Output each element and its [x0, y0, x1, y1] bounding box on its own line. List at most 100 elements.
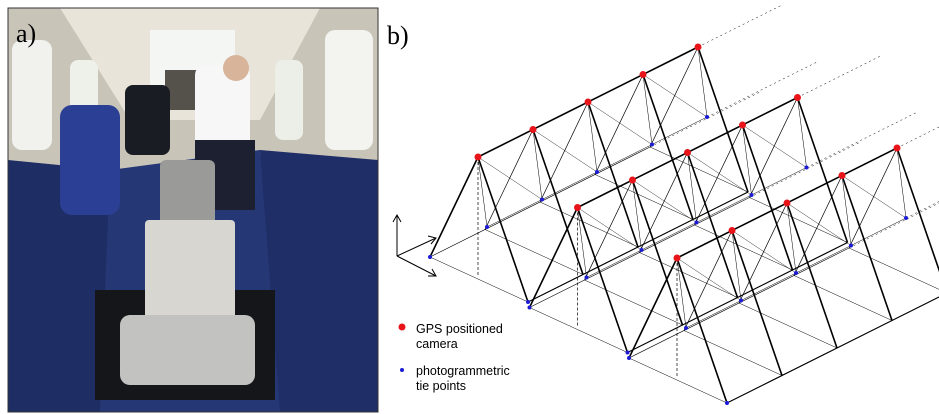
ground-cross-line [430, 257, 528, 302]
ray-line [787, 203, 796, 273]
camera-position [530, 126, 537, 133]
camera-lens [160, 160, 215, 230]
ground-cross-line [485, 230, 583, 275]
window [12, 40, 52, 150]
figure: a) b) GPS positioned camera photogrammet… [0, 0, 939, 414]
ray-line [478, 157, 542, 200]
panel-label: b) [387, 21, 409, 50]
camera-position [640, 71, 647, 78]
tie-point [640, 248, 644, 252]
ridge-extension [698, 6, 781, 47]
legend-label: camera [416, 337, 458, 351]
ground-extension [807, 113, 917, 168]
tie-point [485, 225, 489, 229]
camera-position [839, 172, 846, 179]
legend-label: GPS positioned [416, 322, 503, 336]
ray-line [643, 75, 707, 118]
ray-line [842, 176, 906, 219]
triangle-edge [794, 176, 842, 276]
tie-point [585, 276, 589, 280]
tie-point [595, 170, 599, 174]
ground-cross-line [585, 280, 683, 325]
tie-point [540, 198, 544, 202]
triangle-edge [695, 125, 743, 225]
axis-arrow [397, 256, 436, 276]
ground-cross-line [849, 248, 939, 293]
ray-line [842, 176, 851, 246]
legend-marker [400, 368, 404, 372]
panel-label: a) [16, 19, 36, 48]
ray-line [798, 98, 807, 168]
ray-line [743, 125, 752, 195]
triangle-edge [585, 180, 633, 280]
ground-cross-line [629, 358, 727, 403]
tie-point [725, 401, 729, 405]
camera-position [729, 227, 736, 234]
ray-line [588, 102, 597, 172]
ray-line [633, 180, 642, 250]
triangle-edge [530, 208, 578, 308]
tie-point [528, 306, 532, 310]
camera-position [739, 122, 746, 129]
camera-position [695, 44, 702, 51]
ridge-extension [897, 107, 939, 148]
ground-extension [707, 62, 817, 117]
camera-position [574, 204, 581, 211]
axes-icon [393, 215, 436, 276]
tie-point [849, 244, 853, 248]
tie-point [650, 143, 654, 147]
window [275, 60, 303, 140]
camera-body [145, 220, 235, 320]
triangle-edge [485, 130, 533, 230]
legend-label: tie points [416, 379, 466, 393]
triangle-edge [897, 148, 939, 293]
camera-position [629, 177, 636, 184]
seat [60, 105, 120, 215]
ray-line [578, 208, 587, 278]
triangle-edge [650, 47, 698, 147]
ray-line [643, 75, 652, 145]
triangle-edge [540, 102, 588, 202]
tie-point [794, 271, 798, 275]
camera-position [684, 149, 691, 156]
ray-line [897, 148, 906, 218]
camera-position [894, 145, 901, 152]
tie-point [627, 356, 631, 360]
ray-line [533, 130, 597, 173]
right-floor [260, 150, 378, 412]
ridge-extension [798, 56, 881, 97]
ground-cross-line [530, 308, 628, 353]
tie-point [805, 166, 809, 170]
triangle-edge [750, 98, 798, 198]
ray-line [677, 258, 686, 328]
tie-point [626, 351, 630, 355]
block-diagram [428, 6, 939, 405]
triangle-edge [629, 258, 677, 358]
ray-line [533, 130, 542, 200]
ground-cross-line [684, 331, 782, 376]
tie-point [695, 221, 699, 225]
ray-line [743, 125, 807, 168]
tie-point [684, 326, 688, 330]
camera-position [585, 99, 592, 106]
triangle-edge [739, 203, 787, 303]
tie-point [705, 115, 709, 119]
ray-line [688, 153, 697, 223]
camera-base [120, 315, 255, 385]
camera-position [794, 94, 801, 101]
triangle-edge [595, 75, 643, 175]
tie-point [526, 300, 530, 304]
window [325, 30, 373, 150]
tie-point [428, 255, 432, 259]
triangle-edge [640, 153, 688, 253]
legend-marker [399, 324, 406, 331]
camera-position [475, 154, 482, 161]
triangle-edge [430, 157, 478, 257]
ray-line [698, 47, 707, 117]
ray-line [588, 102, 652, 145]
tie-point [750, 193, 754, 197]
ground-cross-line [739, 303, 837, 348]
person-head [223, 55, 249, 81]
camera-position [784, 200, 791, 207]
tie-point [904, 216, 908, 220]
